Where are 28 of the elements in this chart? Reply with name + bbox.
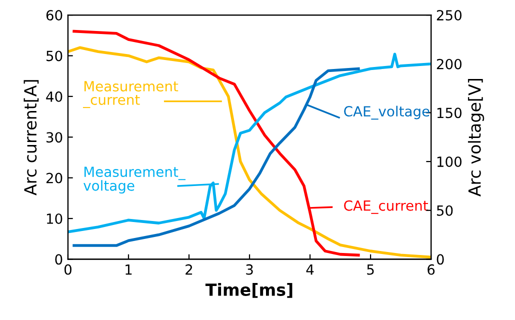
y2-axis-title: Arc voltage[V] (468, 79, 484, 196)
y-tick-label: 20 (46, 172, 62, 184)
y-tick-label: 40 (46, 91, 62, 102)
y2-tick-label: 0 (436, 254, 444, 265)
y2-tick-label: 200 (436, 58, 462, 70)
y2-tick-label: 50 (436, 205, 453, 216)
x-tick-label: 1 (126, 264, 132, 275)
x-tick-label: 3 (246, 264, 253, 275)
y-tick-label: 30 (46, 132, 62, 143)
y-tick-label: 50 (46, 50, 62, 62)
series-label: Measurement_voltage (84, 166, 186, 194)
legend-label: CAE_current (344, 200, 428, 214)
y-tick-label: 60 (46, 10, 62, 21)
x-tick-label: 6 (428, 264, 435, 275)
y2-tick-label: 100 (437, 156, 462, 168)
x-tick-label: 0 (64, 264, 72, 275)
y-tick-label: 0 (55, 254, 62, 265)
y2-tick-label: 250 (436, 10, 462, 21)
x-tick-label: 5 (367, 264, 374, 275)
x-tick-label: 4 (306, 264, 314, 275)
y2-tick-label: 150 (437, 108, 462, 118)
legend-label: CAE_voltage (344, 106, 430, 120)
y-axis-title: Arc current[A] (24, 80, 39, 196)
x-axis-title: Time[ms] (205, 283, 292, 298)
y-tick-label: 10 (46, 213, 62, 224)
x-tick-label: 2 (186, 264, 192, 275)
series-label: Measurement_current (82, 81, 178, 108)
line-series (68, 52, 432, 234)
